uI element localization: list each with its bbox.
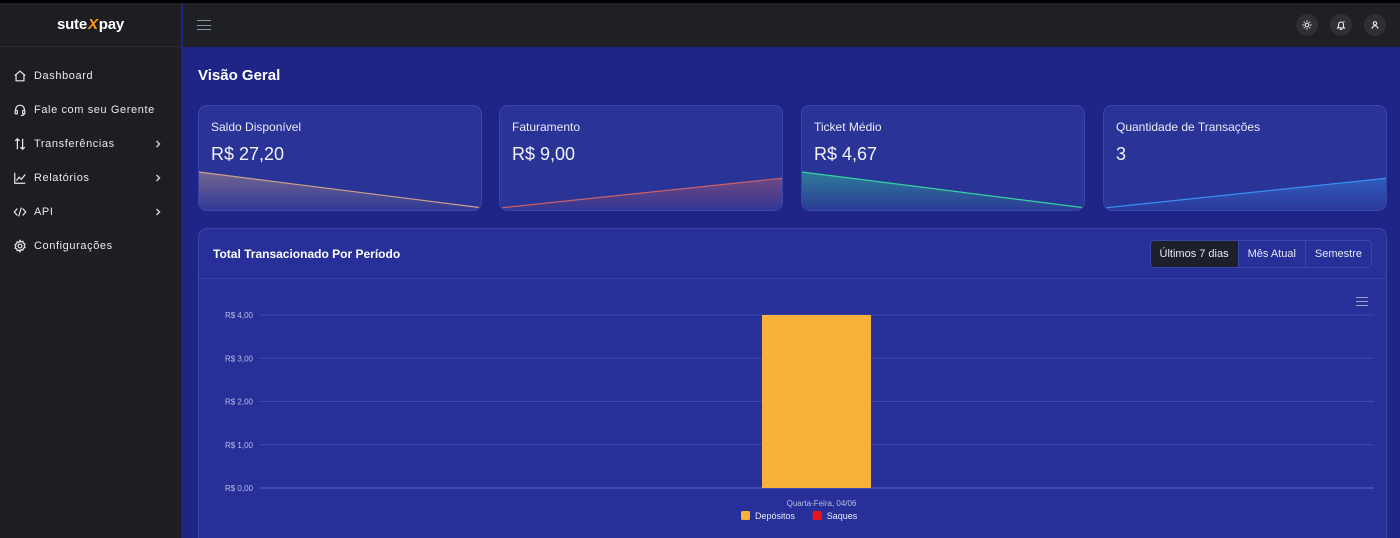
topbar <box>183 3 1400 47</box>
transactions-chart: R$ 0,00 R$ 1,00 R$ 2,00 R$ 3,00 R$ 4,00 Quart… <box>225 311 1374 521</box>
sidebar-item-label: Transferências <box>34 138 115 150</box>
chevron-right-icon <box>153 173 163 183</box>
legend-label[interactable]: Depósitos <box>755 511 796 521</box>
sun-icon <box>1302 20 1312 30</box>
panel-title: Total Transacionado Por Período <box>213 246 401 261</box>
notifications-button[interactable] <box>1330 14 1352 36</box>
card-title: Ticket Médio <box>814 120 882 134</box>
home-icon <box>12 68 28 84</box>
bar-dep-sitos[interactable] <box>762 315 871 488</box>
card-sparkline <box>199 171 481 210</box>
panel-header: Total Transacionado Por Período Últimos … <box>199 229 1386 279</box>
transfer-arrows-icon <box>12 136 28 152</box>
main-content: Visão Geral Saldo Disponível R$ 27,20 Fatu… <box>183 47 1400 538</box>
headset-icon <box>12 102 28 118</box>
card-value: R$ 9,00 <box>512 144 576 164</box>
card-value: R$ 4,67 <box>814 144 878 164</box>
sidebar-item-dashboard[interactable]: Dashboard <box>0 59 181 93</box>
x-tick-label: Quarta-Feira, 04/06 <box>787 499 857 508</box>
card-value: R$ 27,20 <box>211 144 285 164</box>
card-title: Saldo Disponível <box>211 120 302 134</box>
menu-toggle-icon[interactable] <box>197 18 211 32</box>
sidebar-item-fale-com-seu-gerente[interactable]: Fale com seu Gerente <box>0 93 181 127</box>
card-sparkline <box>1104 177 1386 210</box>
card-title: Faturamento <box>512 120 581 134</box>
top-border <box>0 0 1400 3</box>
sidebar-item-api[interactable]: API <box>0 195 181 229</box>
card-sparkline <box>802 171 1084 210</box>
brand-text-2: pay <box>98 16 125 33</box>
summary-card: Ticket Médio R$ 4,67 <box>801 105 1085 211</box>
brand-x-mark: X <box>87 16 98 33</box>
period-selector: Últimos 7 dias Mês Atual Semestre <box>1149 239 1372 268</box>
chart-line-icon <box>12 170 28 186</box>
chevron-right-icon <box>153 139 163 149</box>
sidebar-item-label: Dashboard <box>34 70 94 82</box>
y-tick-label: R$ 1,00 <box>225 441 254 450</box>
user-icon <box>1371 21 1379 29</box>
sidebar-item-label: Fale com seu Gerente <box>34 104 155 116</box>
period-option-3[interactable]: Semestre <box>1304 240 1371 267</box>
sidebar-item-transfer-ncias[interactable]: Transferências <box>0 127 181 161</box>
sidebar-item-relat-rios[interactable]: Relatórios <box>0 161 181 195</box>
gear-icon <box>12 238 28 254</box>
period-option-2[interactable]: Mês Atual <box>1237 240 1305 267</box>
summary-card: Saldo Disponível R$ 27,20 <box>198 105 482 211</box>
card-title: Quantidade de Transações <box>1116 120 1261 134</box>
bell-icon <box>1336 20 1346 30</box>
sidebar-item-label: Configurações <box>34 240 113 252</box>
theme-toggle-button[interactable] <box>1296 14 1318 36</box>
legend-marker[interactable] <box>741 511 750 520</box>
y-tick-label: R$ 0,00 <box>225 484 254 493</box>
y-tick-label: R$ 4,00 <box>225 311 254 320</box>
y-tick-label: R$ 2,00 <box>225 398 254 407</box>
chevron-right-icon <box>153 207 163 217</box>
summary-card: Quantidade de Transações 3 <box>1103 105 1387 211</box>
code-icon <box>12 204 28 220</box>
transactions-panel: Total Transacionado Por Período Últimos … <box>198 228 1387 538</box>
sidebar-nav: Dashboard Fale com seu Gerente Transferênc… <box>0 47 181 263</box>
brand-text-1: sute <box>56 16 87 33</box>
chart-menu-icon[interactable] <box>1356 297 1368 306</box>
card-sparkline <box>500 177 782 210</box>
sidebar-item-configura-es[interactable]: Configurações <box>0 229 181 263</box>
period-option-1[interactable]: Últimos 7 dias <box>1150 240 1238 267</box>
sidebar-item-label: Relatórios <box>34 172 90 184</box>
topbar-actions <box>1296 14 1386 36</box>
user-menu-button[interactable] <box>1364 14 1386 36</box>
sidebar-item-label: API <box>34 206 54 218</box>
legend-label[interactable]: Saques <box>827 511 858 521</box>
legend-marker[interactable] <box>812 511 822 520</box>
page-title: Visão Geral <box>198 67 281 84</box>
card-value: 3 <box>1116 144 1127 164</box>
summary-card: Faturamento R$ 9,00 <box>499 105 783 211</box>
y-tick-label: R$ 3,00 <box>225 354 254 363</box>
